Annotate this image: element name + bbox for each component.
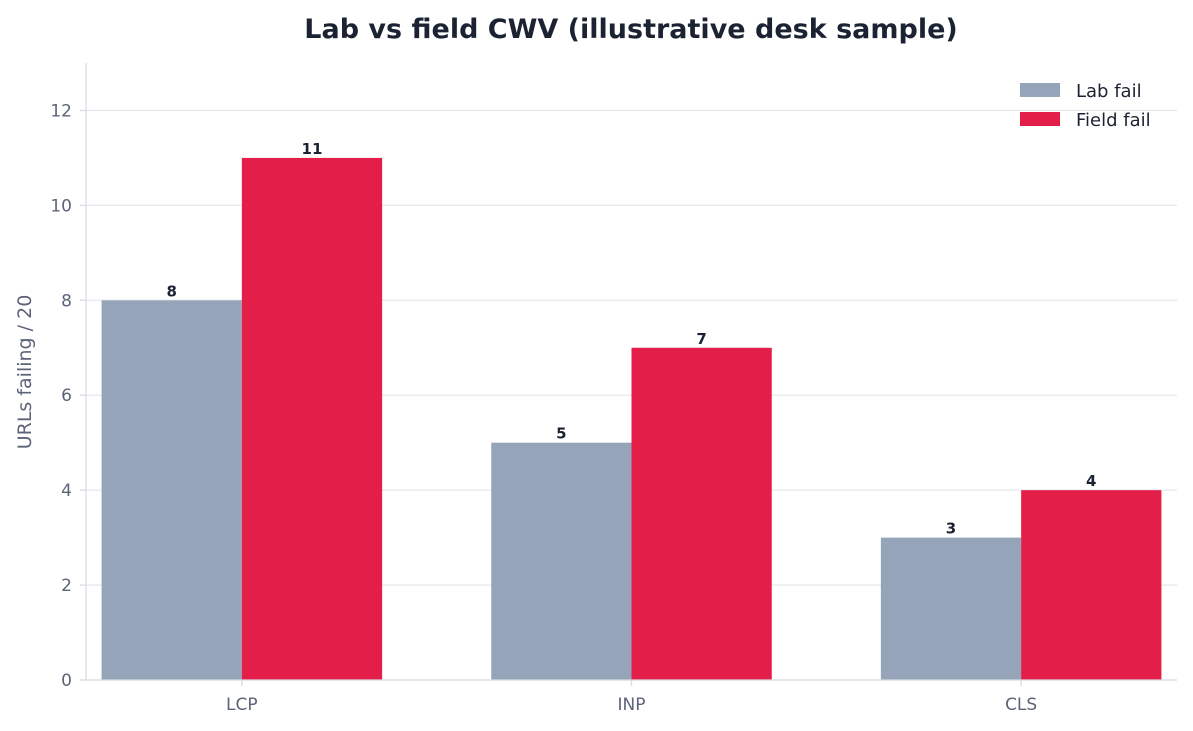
- data-label: 5: [556, 425, 566, 443]
- legend: Lab fail Field fail: [1020, 81, 1151, 131]
- data-labels: 8 11 5 7 3 4: [167, 140, 1097, 538]
- bar-cls-lab: [880, 537, 1022, 680]
- y-tick-label: 2: [61, 576, 72, 596]
- data-label: 7: [696, 330, 706, 348]
- y-axis-label: URLs failing / 20: [14, 295, 36, 450]
- y-tick-label: 10: [50, 196, 72, 216]
- legend-swatch-lab: [1020, 83, 1060, 97]
- x-tick-label: CLS: [1005, 695, 1037, 715]
- bar-inp-lab: [491, 442, 632, 680]
- data-label: 3: [946, 520, 956, 538]
- data-label: 11: [302, 140, 323, 158]
- data-label: 4: [1086, 472, 1096, 490]
- bar-lcp-lab: [101, 300, 242, 680]
- y-tick-label: 0: [61, 671, 72, 691]
- bars: [101, 157, 1162, 680]
- y-tick-label: 6: [61, 386, 72, 406]
- x-tick-label: LCP: [226, 695, 258, 715]
- bar-inp-field: [631, 347, 772, 680]
- legend-label: Field fail: [1076, 110, 1151, 131]
- data-label: 8: [167, 282, 177, 300]
- bar-cls-field: [1021, 490, 1162, 680]
- bar-lcp-field: [241, 157, 383, 680]
- chart-title: Lab vs field CWV (illustrative desk samp…: [304, 14, 957, 45]
- legend-swatch-field: [1020, 112, 1060, 126]
- y-tick-label: 8: [61, 291, 72, 311]
- y-tick-label: 12: [50, 101, 72, 121]
- y-tick-label: 4: [61, 481, 72, 501]
- axes: 0 2 4 6 8 10 12 LCP INP CLS: [50, 63, 1177, 715]
- x-tick-label: INP: [618, 695, 646, 715]
- legend-label: Lab fail: [1076, 81, 1142, 102]
